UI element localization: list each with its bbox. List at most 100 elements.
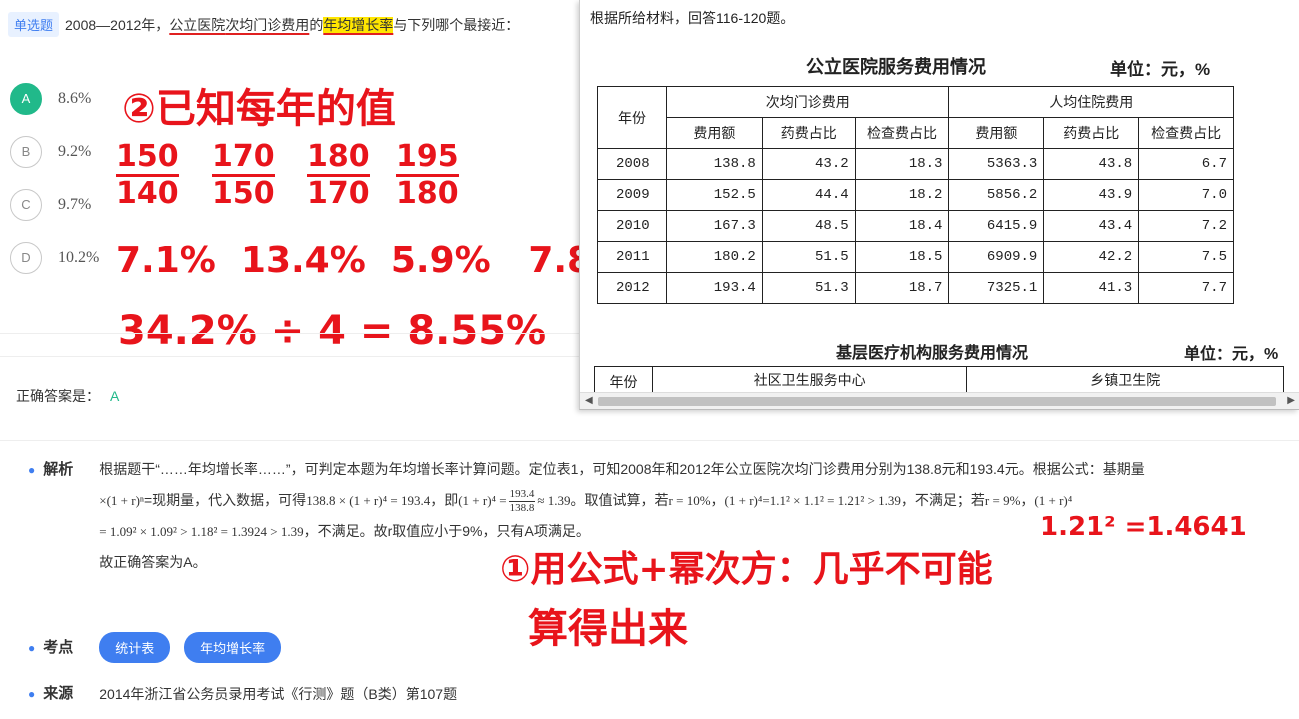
- table-cell: 43.4: [1043, 210, 1140, 242]
- table-cell: 7.0: [1138, 179, 1234, 211]
- table1-title: 公立医院服务费用情况: [806, 57, 986, 77]
- horizontal-scrollbar[interactable]: ◀ ▶: [580, 392, 1299, 409]
- table-cell: 2011: [597, 241, 667, 273]
- question-type-badge: 单选题: [8, 12, 60, 37]
- table1-subheader: 检查费占比: [1138, 117, 1234, 149]
- table-cell: 5856.2: [948, 179, 1045, 211]
- table-cell: 2009: [597, 179, 667, 211]
- option-list: A 8.6% B 9.2% C 9.7% D 10.2%: [10, 72, 99, 284]
- table-cell: 152.5: [665, 179, 763, 211]
- table-cell: 2008: [597, 148, 667, 180]
- source-text: 2014年浙江省公务员录用考试《行测》题（B类）第107题: [99, 686, 458, 702]
- option-b-text: 9.2%: [58, 142, 92, 160]
- analysis-label: 解析: [43, 461, 74, 478]
- question-header: 单选题 2008—2012年，公立医院次均门诊费用的年均增长率与下列哪个最接近：: [8, 12, 519, 37]
- option-d[interactable]: D 10.2%: [10, 231, 99, 284]
- table1-group1-header: 次均门诊费用: [665, 86, 950, 118]
- option-c[interactable]: C 9.7%: [10, 178, 99, 231]
- table-cell: 6415.9: [948, 210, 1045, 242]
- option-d-text: 10.2%: [58, 248, 100, 266]
- analysis-section: ● 解析 根据题干“……年均增长率……”，可判定本题为年均增长率计算问题。定位表…: [28, 460, 1269, 578]
- source-label: 来源: [43, 685, 74, 702]
- table-cell: 7.5: [1138, 241, 1234, 273]
- handwriting-note-2: 算得出来: [528, 606, 688, 652]
- table-cell: 180.2: [665, 241, 763, 273]
- table-row: 2012 193.4 51.3 18.7 7325.1 41.3 7.7: [597, 272, 1234, 304]
- bullet-icon: ●: [28, 463, 36, 477]
- analysis-paragraph: 根据题干“……年均增长率……”，可判定本题为年均增长率计算问题。定位表1，可知2…: [99, 461, 1145, 477]
- table2-group1-header: 社区卫生服务中心: [651, 366, 968, 393]
- bullet-icon: ●: [28, 640, 36, 655]
- analysis-paragraph: 故正确答案为A。: [99, 554, 207, 570]
- table-cell: 167.3: [665, 210, 763, 242]
- table-cell: 43.8: [1043, 148, 1140, 180]
- option-d-circle[interactable]: D: [10, 241, 42, 274]
- question-stem: 2008—2012年，公立医院次均门诊费用的年均增长率与下列哪个最接近：: [65, 16, 520, 33]
- tag-annual-growth-rate[interactable]: 年均增长率: [184, 632, 282, 663]
- table-cell: 18.3: [854, 148, 950, 180]
- kaodian-section: ● 考点 统计表 年均增长率: [28, 632, 291, 663]
- option-c-text: 9.7%: [58, 195, 92, 213]
- table1-subheader: 费用额: [665, 117, 763, 149]
- table-row: 2010 167.3 48.5 18.4 6415.9 43.4 7.2: [597, 210, 1234, 242]
- table2-title: 基层医疗机构服务费用情况: [836, 345, 1029, 362]
- table1-unit: 单位：元，%: [1110, 60, 1211, 79]
- kaodian-tags: 统计表 年均增长率: [99, 632, 291, 663]
- table-cell: 6909.9: [948, 241, 1045, 273]
- tag-statistics-table[interactable]: 统计表: [99, 632, 171, 663]
- table2-group2-header: 乡镇卫生院: [966, 366, 1284, 393]
- table1-subheader: 药费占比: [761, 117, 856, 149]
- table-cell: 138.8: [665, 148, 763, 180]
- table1-subheader: 费用额: [948, 117, 1045, 149]
- handwriting-fraction-4: 195 180: [396, 139, 459, 211]
- option-b[interactable]: B 9.2%: [10, 125, 99, 178]
- correct-answer: 正确答案是： A: [16, 386, 119, 406]
- table2: 年份 社区卫生服务中心 乡镇卫生院: [594, 366, 1284, 393]
- handwriting-known-values: ②已知每年的值: [122, 86, 396, 132]
- correct-answer-label: 正确答案是：: [16, 388, 100, 404]
- handwriting-note-1: ①用公式+幂次方：几乎不可能: [500, 549, 993, 590]
- table-cell: 51.3: [761, 272, 856, 304]
- table-cell: 7325.1: [948, 272, 1045, 304]
- table-cell: 43.2: [761, 148, 856, 180]
- option-c-circle[interactable]: C: [10, 188, 42, 221]
- table-row: 2009 152.5 44.4 18.2 5856.2 43.9 7.0: [597, 179, 1234, 211]
- scroll-right-arrow-icon[interactable]: ▶: [1287, 395, 1295, 406]
- material-panel[interactable]: 根据所给材料，回答116-120题。 公立医院服务费用情况 单位：元，% 年份 …: [579, 0, 1299, 410]
- table2-year-header: 年份: [594, 366, 653, 393]
- table-cell: 51.5: [761, 241, 856, 273]
- handwriting-fraction-2: 170 150: [212, 139, 275, 211]
- table-cell: 6.7: [1138, 148, 1234, 180]
- analysis-body: 根据题干“……年均增长率……”，可判定本题为年均增长率计算问题。定位表1，可知2…: [99, 454, 1269, 578]
- table-cell: 7.2: [1138, 210, 1234, 242]
- table1: 年份 次均门诊费用 人均住院费用 费用额 药费占比 检查费占比 费用额 药费占比…: [597, 86, 1234, 304]
- handwriting-fraction-1: 150 140: [116, 139, 179, 211]
- option-a-circle[interactable]: A: [10, 82, 42, 115]
- option-b-circle[interactable]: B: [10, 135, 42, 168]
- scroll-left-arrow-icon[interactable]: ◀: [585, 395, 593, 406]
- table-cell: 193.4: [665, 272, 763, 304]
- source-section: ● 来源 2014年浙江省公务员录用考试《行测》题（B类）第107题: [28, 684, 457, 704]
- handwriting-fraction-3: 180 170: [307, 139, 370, 211]
- table-cell: 43.9: [1043, 179, 1140, 211]
- handwriting-rates: 7.1% 13.4% 5.9% 7.8%: [116, 240, 629, 281]
- table-row: 2011 180.2 51.5 18.5 6909.9 42.2 7.5: [597, 241, 1234, 273]
- analysis-paragraph: ×(1 + r)ⁿ=现期量，代入数据，可得138.8 × (1 + r)⁴ = …: [99, 487, 1073, 514]
- handwriting-power: 1.21² =1.4641: [1040, 512, 1247, 542]
- option-a[interactable]: A 8.6%: [10, 72, 99, 125]
- option-a-text: 8.6%: [58, 89, 92, 107]
- material-intro: 根据所给材料，回答116-120题。: [590, 10, 795, 26]
- table-cell: 2012: [597, 272, 667, 304]
- table-cell: 18.5: [854, 241, 950, 273]
- table2-unit: 单位：元，%: [1184, 346, 1279, 363]
- table-cell: 18.4: [854, 210, 950, 242]
- table1-year-header: 年份: [597, 86, 667, 149]
- scrollbar-thumb[interactable]: [598, 397, 1276, 406]
- table1-subheader: 检查费占比: [854, 117, 950, 149]
- handwriting-sum: 34.2% ÷ 4 = 8.55%: [118, 308, 547, 354]
- table-cell: 48.5: [761, 210, 856, 242]
- table-row: 2008 138.8 43.2 18.3 5363.3 43.8 6.7: [597, 148, 1234, 180]
- bullet-icon: ●: [28, 687, 36, 701]
- table1-subheader: 药费占比: [1043, 117, 1140, 149]
- kaodian-label: 考点: [43, 638, 74, 656]
